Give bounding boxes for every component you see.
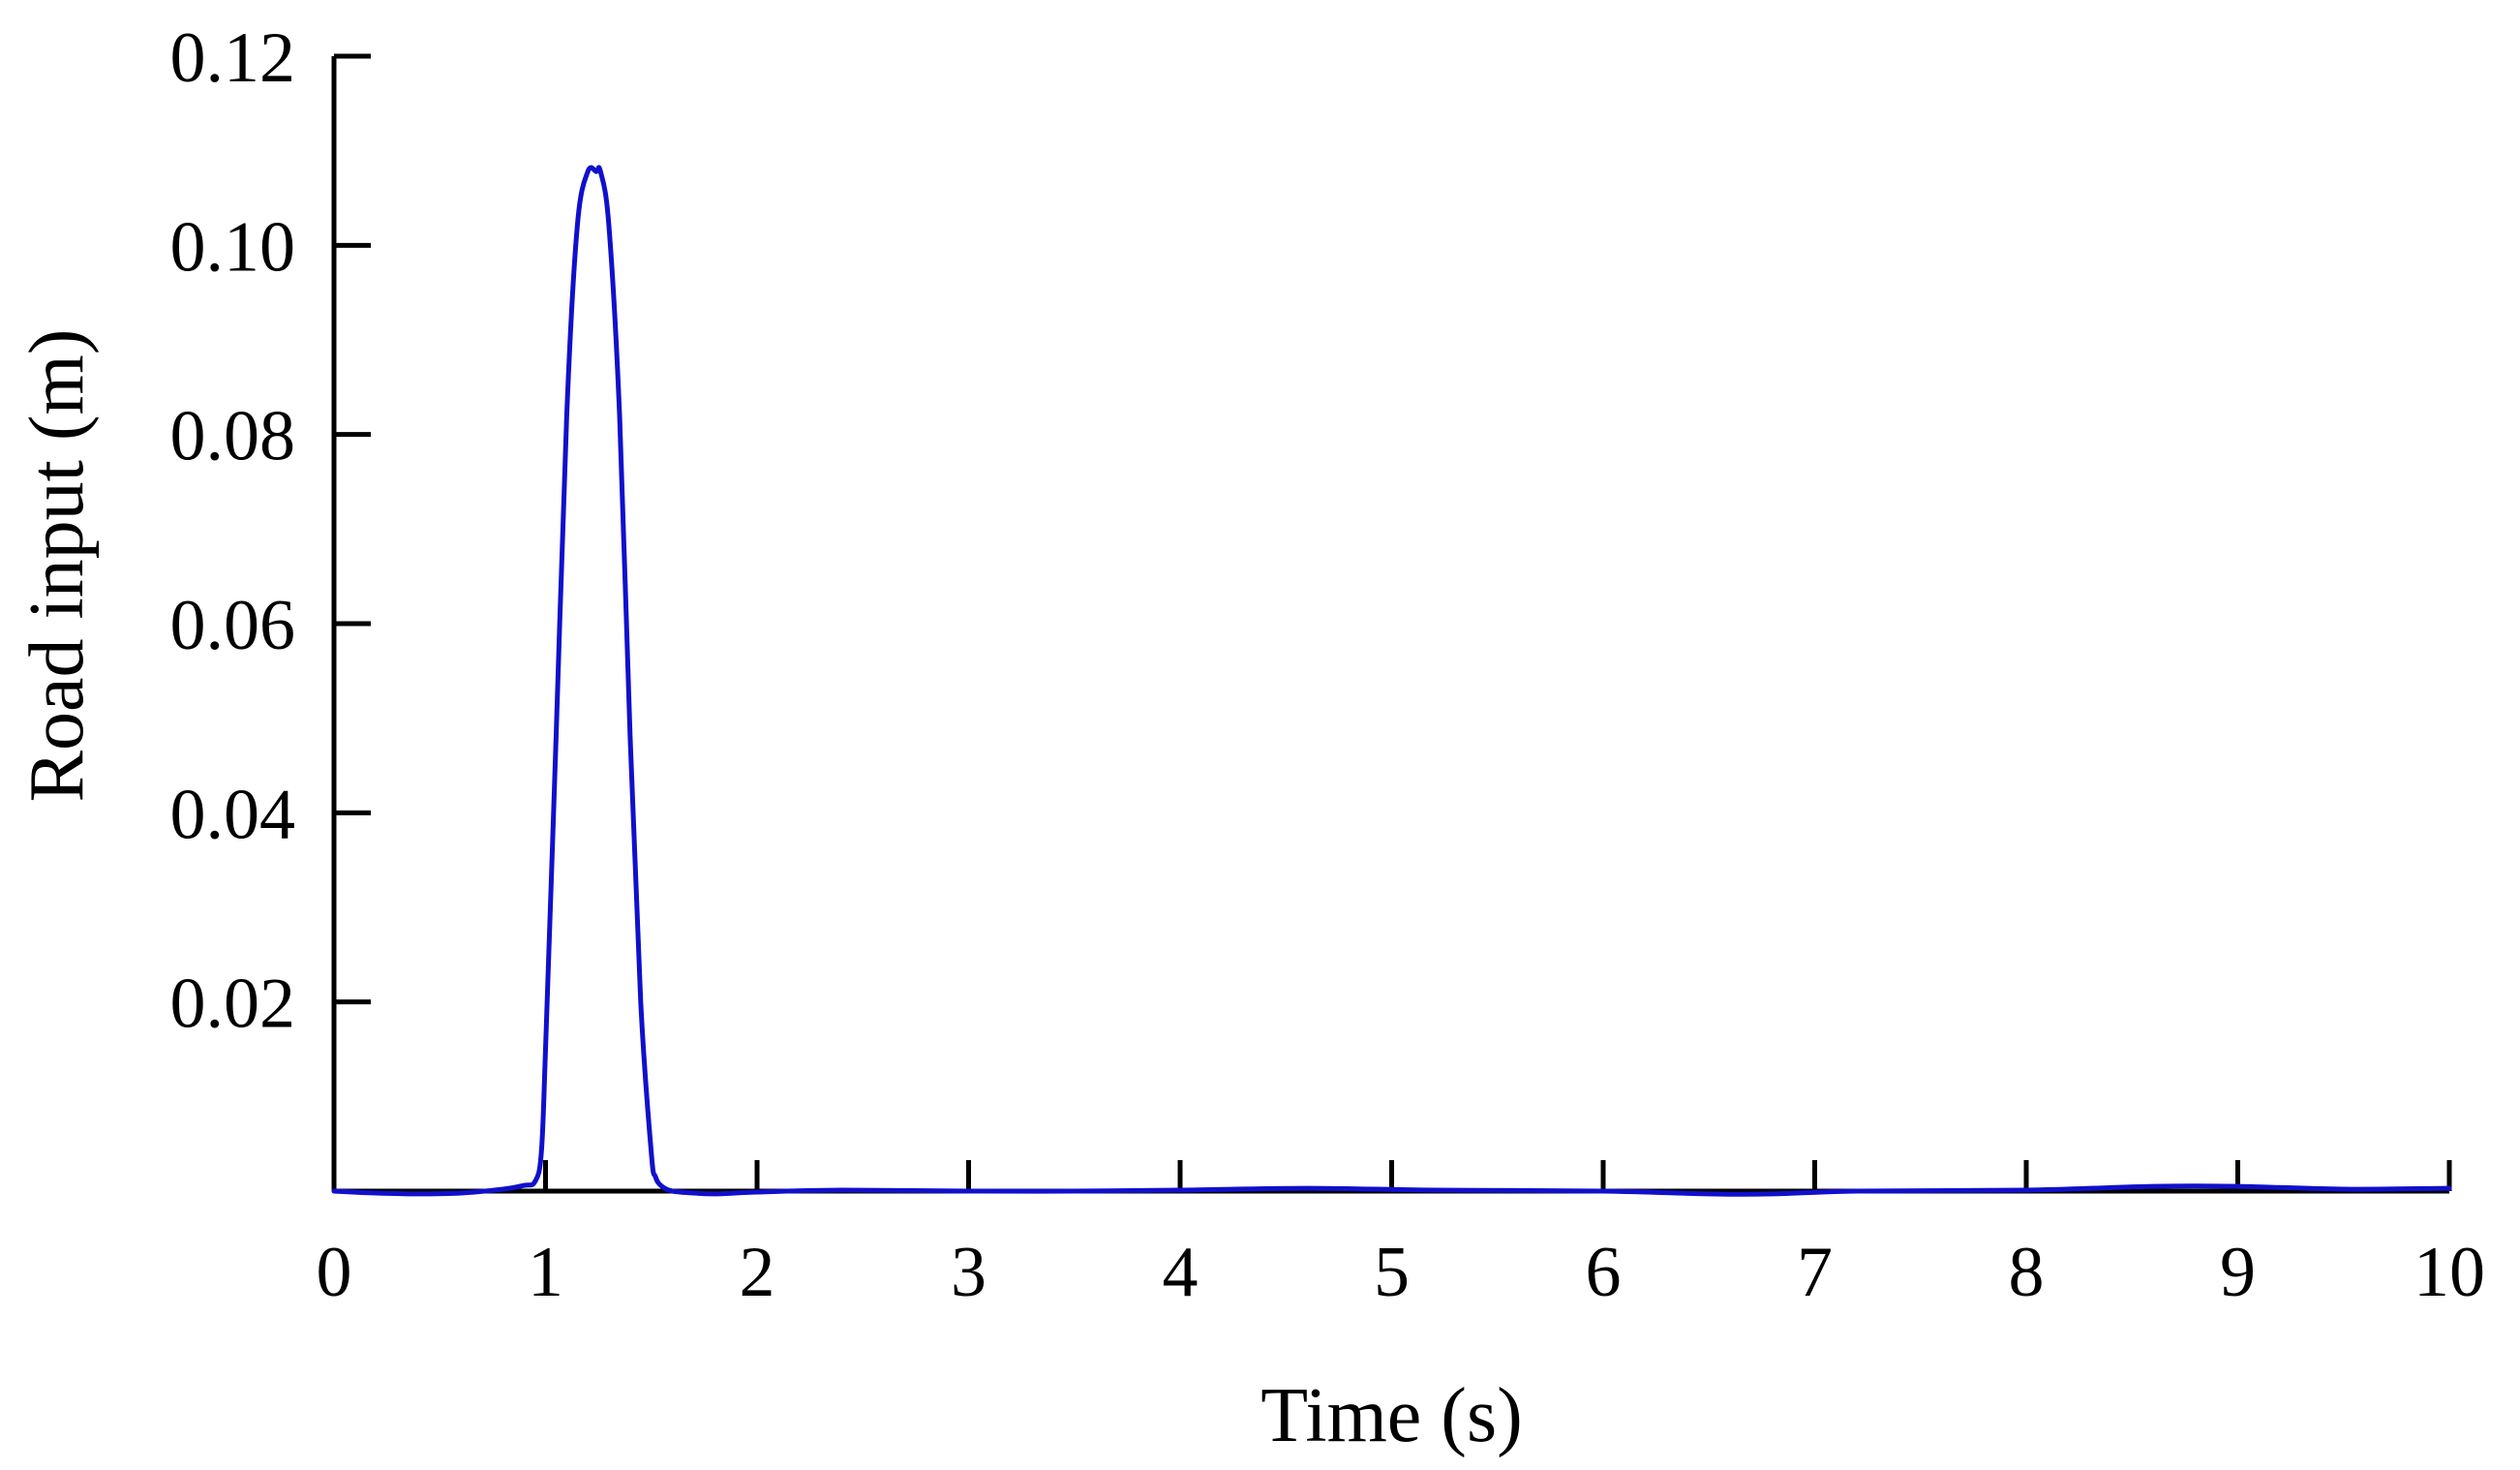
x-tick-label: 5 — [1374, 1233, 1410, 1312]
x-tick-label: 10 — [2414, 1233, 2485, 1312]
x-tick-label: 8 — [2009, 1233, 2045, 1312]
axes — [331, 56, 2449, 1194]
x-tick-label: 0 — [317, 1233, 352, 1312]
x-tick-label: 4 — [1163, 1233, 1199, 1312]
y-tick-label: 0.04 — [170, 775, 296, 854]
y-tick-label: 0.10 — [170, 207, 296, 287]
series-layer — [331, 165, 2452, 1197]
y-axis-title: Road input (m) — [15, 329, 100, 803]
x-tick-label: 2 — [740, 1233, 775, 1312]
y-tick-label: 0.06 — [170, 586, 296, 665]
x-axis-ticks: 0 1 2 3 4 5 6 7 8 9 10 — [317, 1160, 2485, 1312]
x-tick-label: 9 — [2220, 1233, 2256, 1312]
series-line — [331, 165, 2452, 1197]
x-tick-label: 6 — [1586, 1233, 1622, 1312]
y-axis-ticks: 0.02 0.04 0.06 0.08 0.10 0.12 — [170, 18, 371, 1044]
y-tick-label: 0.12 — [170, 18, 296, 98]
y-tick-label: 0.08 — [170, 397, 296, 476]
y-tick-label: 0.02 — [170, 965, 296, 1044]
x-tick-label: 3 — [951, 1233, 987, 1312]
x-axis-title: Time (s) — [1260, 1373, 1522, 1458]
x-tick-label: 7 — [1797, 1233, 1833, 1312]
x-tick-label: 1 — [528, 1233, 563, 1312]
